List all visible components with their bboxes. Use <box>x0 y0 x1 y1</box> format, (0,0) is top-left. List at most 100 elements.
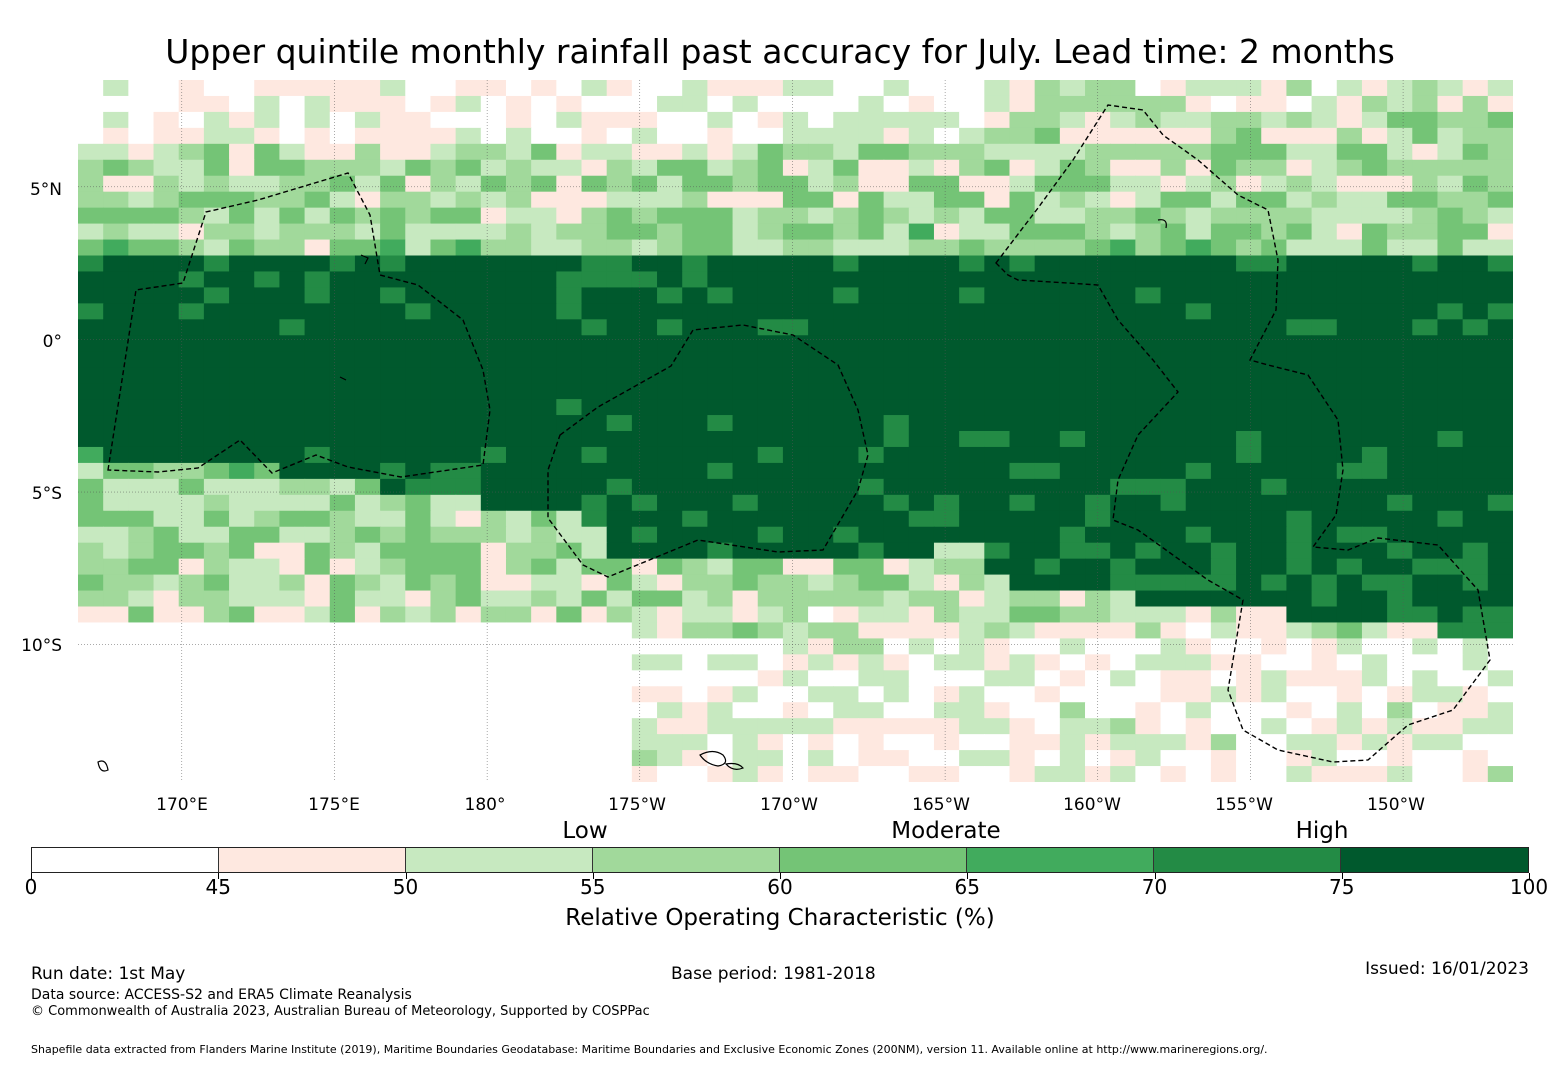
grid-cell <box>178 159 205 177</box>
grid-cell <box>1135 175 1162 193</box>
grid-cell <box>1311 175 1338 193</box>
grid-cell <box>908 95 935 113</box>
grid-cell <box>1085 287 1111 304</box>
grid-cell <box>430 622 457 639</box>
grid-cell <box>1387 287 1413 304</box>
grid-cell <box>984 95 1011 113</box>
grid-cell <box>354 255 381 273</box>
grid-cell <box>1135 478 1162 496</box>
grid-cell <box>329 351 356 368</box>
grid-cell <box>229 239 255 257</box>
grid-cell <box>203 590 230 608</box>
grid-cell <box>1135 446 1162 464</box>
grid-cell <box>984 239 1011 257</box>
grid-cell <box>1261 654 1288 671</box>
grid-cell <box>405 223 432 241</box>
grid-cell <box>1387 367 1413 384</box>
grid-cell <box>984 383 1011 400</box>
grid-cell <box>178 606 205 624</box>
grid-cell <box>606 319 633 336</box>
grid-cell <box>858 111 885 129</box>
grid-cell <box>757 446 784 464</box>
grid-cell <box>606 702 633 719</box>
grid-cell <box>782 383 809 400</box>
grid-cell <box>1487 526 1513 544</box>
grid-cell <box>1135 558 1162 576</box>
grid-cell <box>1110 510 1136 528</box>
grid-cell <box>1387 718 1413 735</box>
grid-cell <box>505 718 532 735</box>
grid-cell <box>883 574 910 592</box>
grid-cell <box>581 95 608 113</box>
grid-cell <box>128 80 155 97</box>
grid-cell <box>455 446 482 464</box>
grid-cell <box>757 558 784 576</box>
grid-cell <box>103 335 129 352</box>
grid-cell <box>1160 638 1187 655</box>
grid-cell <box>984 478 1011 496</box>
grid-cell <box>1311 431 1338 448</box>
grid-cell <box>153 431 180 448</box>
grid-cell <box>1286 223 1313 241</box>
grid-cell <box>229 606 255 624</box>
grid-cell <box>959 606 985 624</box>
grid-cell <box>581 494 608 512</box>
grid-cell <box>178 670 205 687</box>
lon-label-180: 180° <box>464 795 506 815</box>
grid-cell <box>1387 446 1413 464</box>
grid-cell <box>78 303 104 320</box>
category-high: High <box>1295 818 1349 844</box>
grid-cell <box>405 383 432 400</box>
grid-cell <box>833 399 860 416</box>
grid-cell <box>1462 478 1489 496</box>
grid-cell <box>229 590 255 608</box>
grid-cell <box>933 638 960 655</box>
grid-cell <box>732 111 759 129</box>
grid-cell <box>254 542 281 560</box>
grid-cell <box>254 303 281 320</box>
grid-cell <box>229 367 255 384</box>
grid-cell <box>606 494 633 512</box>
grid-cell <box>78 542 104 560</box>
grid-cell <box>103 462 129 480</box>
grid-cell <box>757 111 784 129</box>
grid-cell <box>581 558 608 576</box>
grid-cell <box>1034 446 1061 464</box>
grid-cell <box>757 431 784 448</box>
grid-cell <box>380 319 406 336</box>
grid-cell <box>1210 239 1237 257</box>
grid-cell <box>279 271 306 288</box>
grid-cell <box>254 159 281 177</box>
grid-cell <box>883 335 910 352</box>
grid-cell <box>1336 510 1363 528</box>
grid-cell <box>631 159 658 177</box>
grid-cell <box>883 303 910 320</box>
grid-cell <box>279 750 306 767</box>
grid-cell <box>808 670 834 687</box>
grid-cell <box>1185 335 1212 352</box>
grid-cell <box>531 702 557 719</box>
grid-cell <box>908 558 935 576</box>
grid-cell <box>682 95 708 113</box>
grid-cell <box>682 399 708 416</box>
grid-cell <box>1462 558 1489 576</box>
grid-cell <box>858 590 885 608</box>
grid-cell <box>531 606 557 624</box>
grid-cell <box>1110 654 1136 671</box>
grid-cell <box>1261 638 1288 655</box>
grid-cell <box>1210 494 1237 512</box>
grid-cell <box>1210 335 1237 352</box>
grid-cell <box>707 111 734 129</box>
grid-cell <box>531 335 557 352</box>
grid-cell <box>556 590 583 608</box>
grid-cell <box>883 766 910 782</box>
grid-cell <box>1034 207 1061 225</box>
grid-cell <box>984 510 1011 528</box>
grid-cell <box>1034 718 1061 735</box>
grid-cell <box>1462 718 1489 735</box>
grid-cell <box>430 143 457 161</box>
grid-cell <box>1462 335 1489 352</box>
grid-cell <box>1185 127 1212 145</box>
grid-cell <box>984 271 1011 288</box>
grid-cell <box>732 415 759 432</box>
